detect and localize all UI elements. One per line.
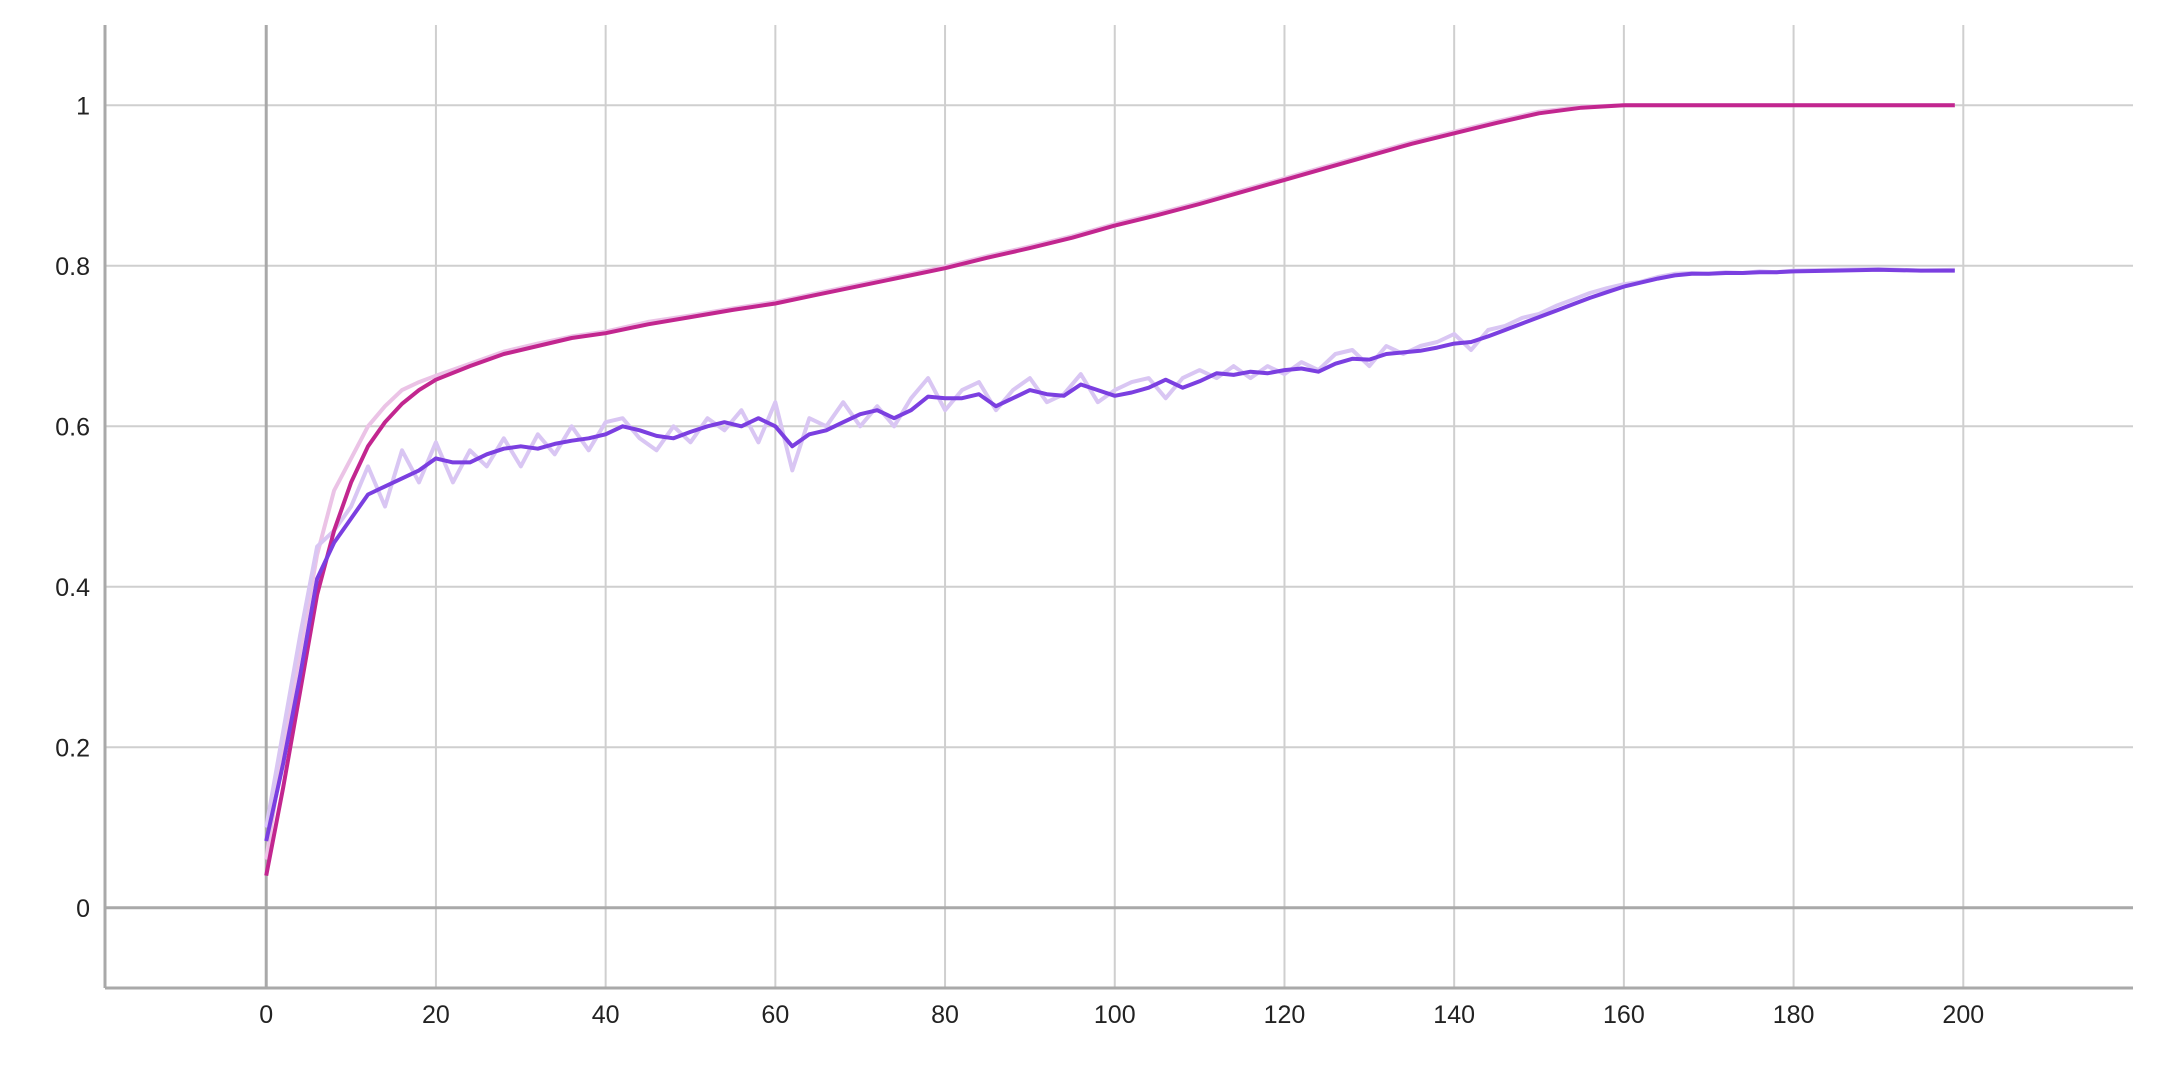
y-tick-label: 1: [76, 92, 90, 120]
vertical-gridlines: [434, 25, 1965, 988]
x-tick-label: 120: [1264, 1001, 1306, 1029]
x-tick-label: 20: [422, 1001, 450, 1029]
x-tick-label: 160: [1603, 1001, 1645, 1029]
series-layer: [264, 103, 1955, 876]
x-tick-label: 200: [1942, 1001, 1984, 1029]
x-tick-label: 40: [592, 1001, 620, 1029]
y-tick-label: 0.4: [55, 574, 90, 602]
x-tick-label: 140: [1433, 1001, 1475, 1029]
x-tick-label: 0: [259, 1001, 273, 1029]
y-tick-label: 0.8: [55, 253, 90, 281]
series-2-raw-line: [264, 267, 1955, 828]
y-tick-labels: 0 0.2 0.4 0.6 0.8 1: [55, 92, 90, 923]
horizontal-gridlines: [105, 104, 2133, 749]
y-tick-label: 0.6: [55, 413, 90, 441]
y-tick-label: 0.2: [55, 734, 90, 762]
y-tick-label: 0: [76, 895, 90, 923]
x-tick-label: 80: [931, 1001, 959, 1029]
x-tick-labels: 0 20 40 60 80 100 120 140 160 180 200: [259, 1001, 1984, 1029]
x-tick-label: 180: [1773, 1001, 1815, 1029]
series-2-line: [264, 267, 1955, 842]
series-1-line: [264, 103, 1955, 876]
x-tick-label: 100: [1094, 1001, 1136, 1029]
x-tick-label: 60: [761, 1001, 789, 1029]
